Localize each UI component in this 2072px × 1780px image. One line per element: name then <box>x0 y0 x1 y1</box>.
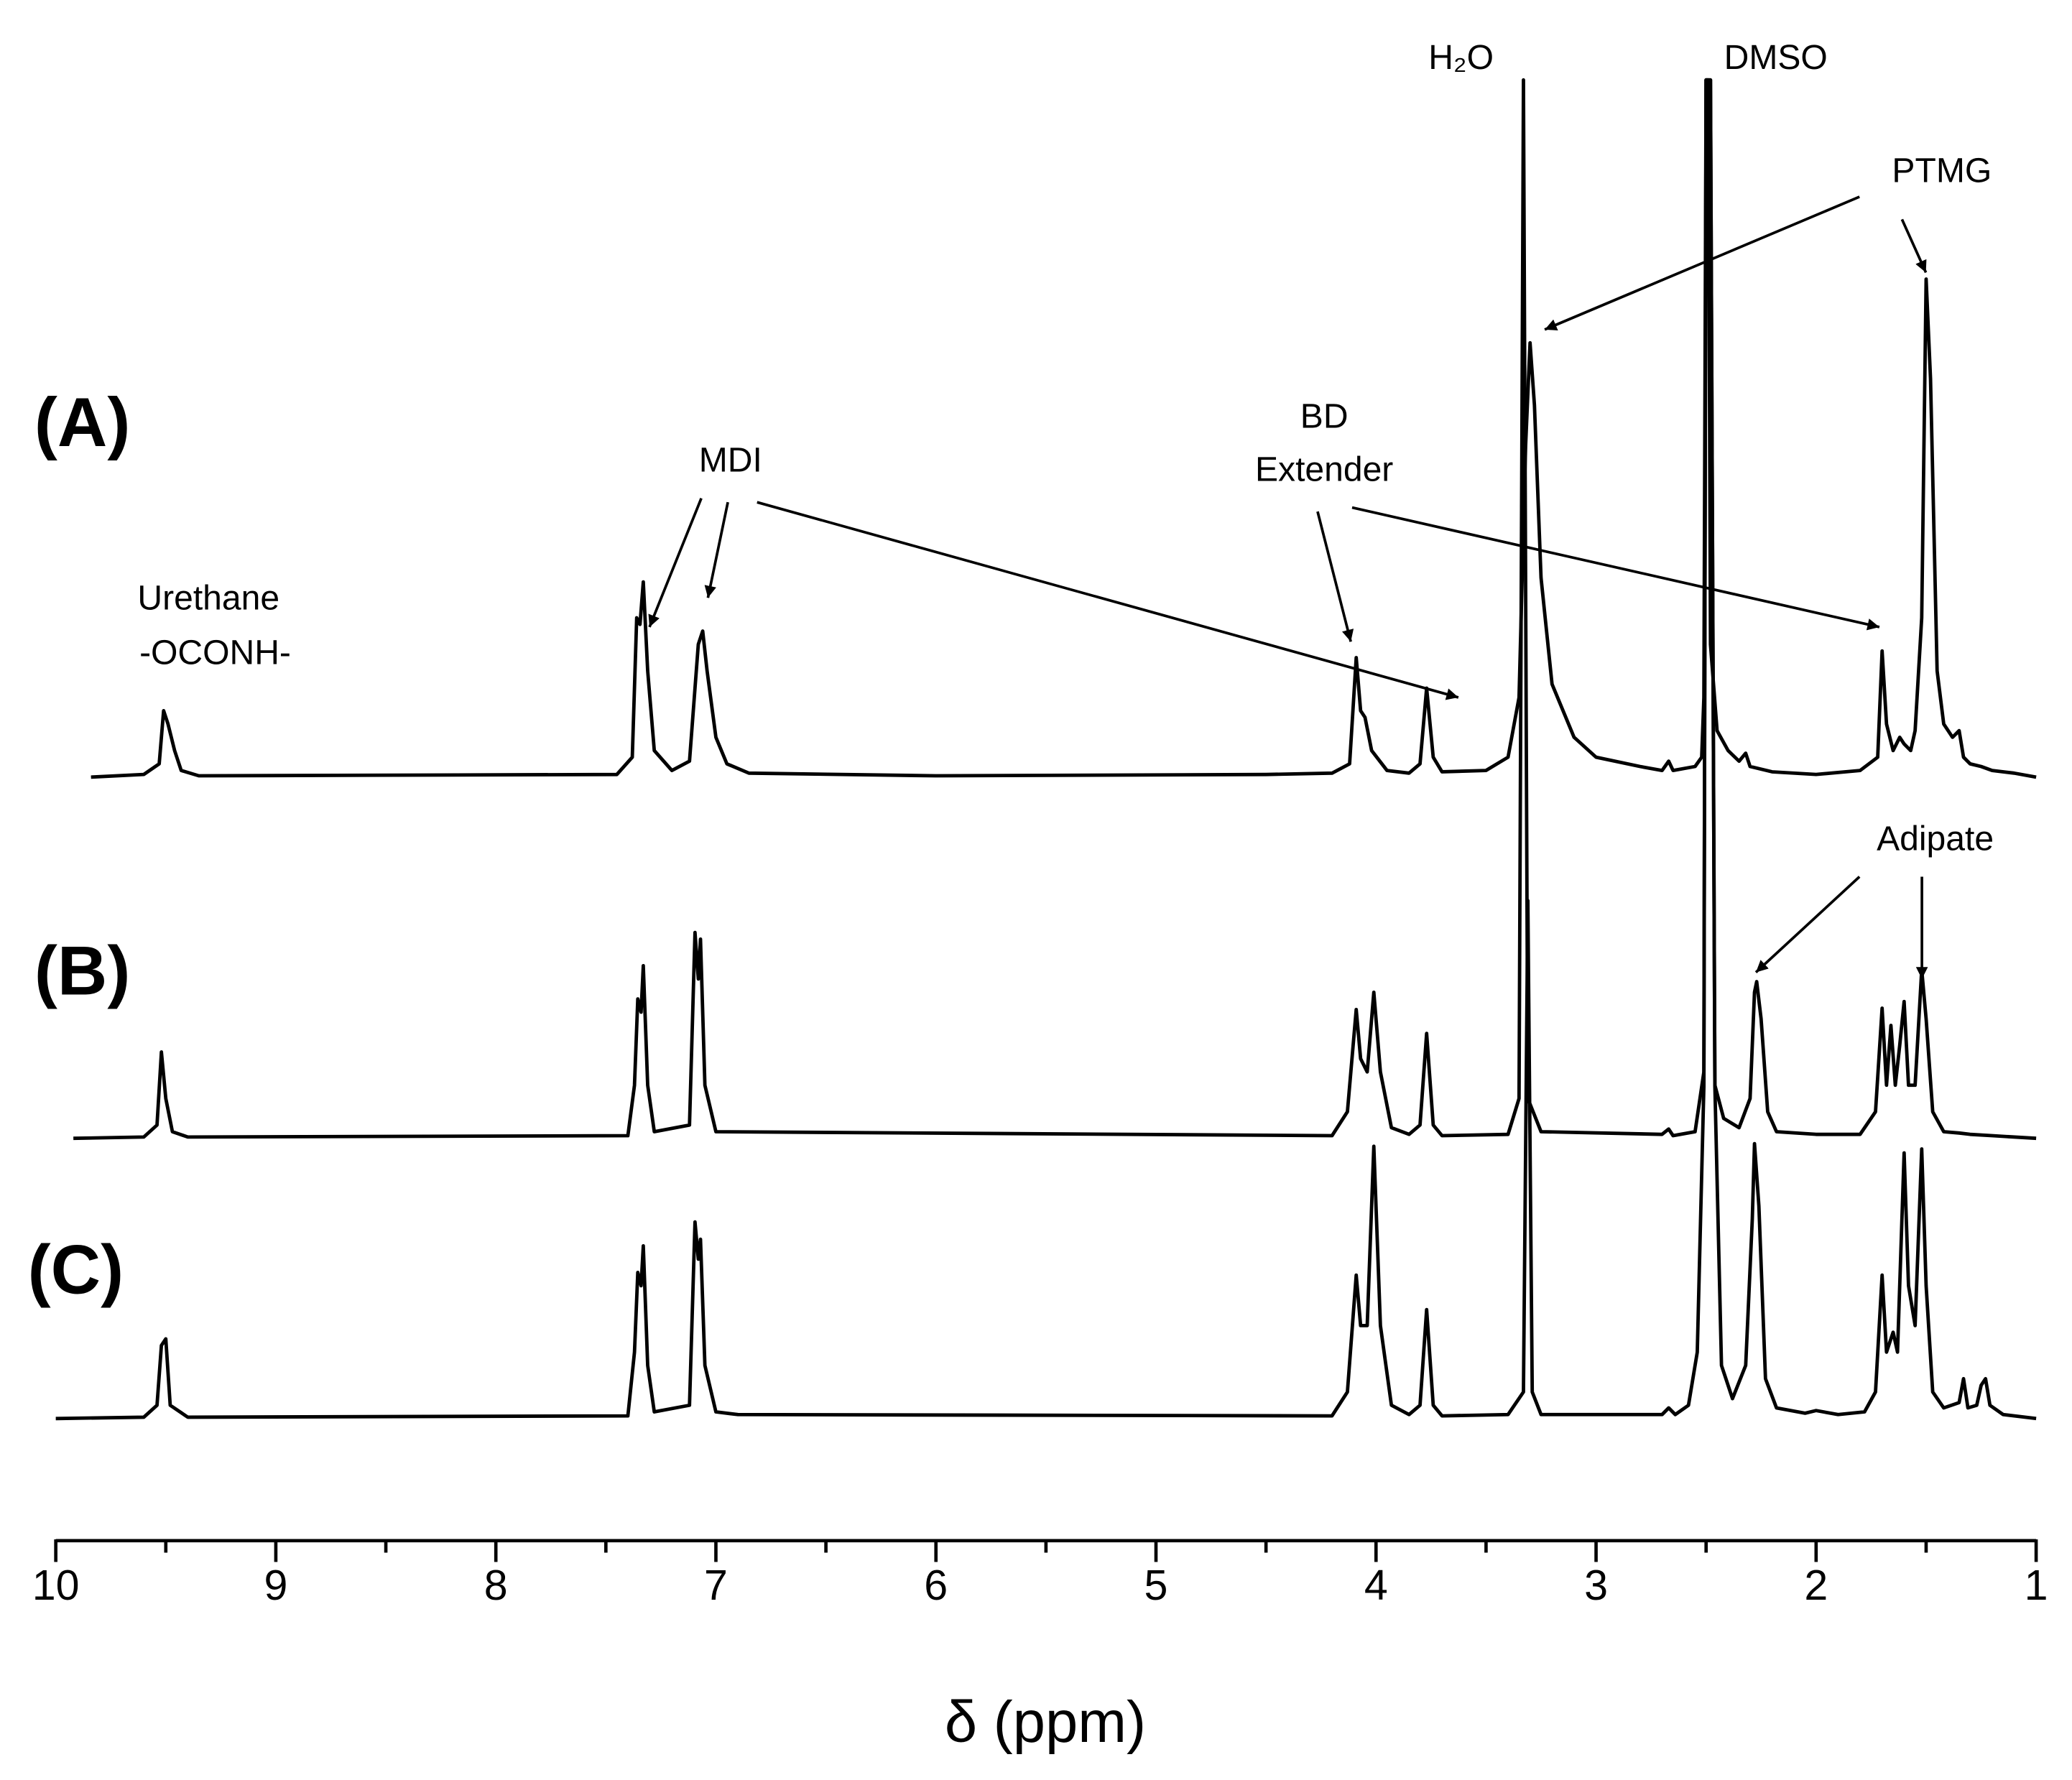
series-label: (C) <box>28 1232 124 1309</box>
annotation-arrow <box>1351 506 1880 631</box>
spectrum-line <box>91 78 2037 779</box>
x-tick-label: 2 <box>1804 1561 1828 1609</box>
x-tick-label: 4 <box>1364 1561 1388 1609</box>
annotation-arrow <box>648 497 703 628</box>
annotation: Extender <box>1255 450 1393 488</box>
annotation: PTMG <box>1892 151 1992 190</box>
annotation: Urethane <box>137 579 279 618</box>
x-tick-label: 10 <box>32 1561 80 1609</box>
annotation-arrow <box>1544 195 1860 331</box>
x-tick-label: 7 <box>704 1561 728 1609</box>
series-label: (B) <box>34 933 130 1010</box>
annotation-arrow <box>1900 218 1928 274</box>
annotation: Adipate <box>1877 819 1994 858</box>
x-tick-label: 8 <box>484 1561 508 1609</box>
annotation-arrow <box>1754 876 1861 973</box>
annotation: -OCONH- <box>139 633 291 672</box>
x-tick-label: 9 <box>264 1561 287 1609</box>
x-axis-title: δ (ppm) <box>945 1689 1146 1755</box>
x-tick-label: 6 <box>924 1561 948 1609</box>
x-tick-label: 5 <box>1144 1561 1168 1609</box>
x-tick-label: 3 <box>1584 1561 1608 1609</box>
annotation-arrow <box>1316 511 1354 642</box>
annotation-arrow <box>757 501 1459 700</box>
series-label: (A) <box>34 384 130 461</box>
spectrum-line <box>73 78 2037 1141</box>
annotation-arrow <box>704 501 729 598</box>
spectrum-line <box>55 78 2037 1421</box>
annotation: DMSO <box>1724 38 1828 77</box>
annotation: H₂O <box>1428 38 1494 77</box>
annotation: MDI <box>699 440 762 479</box>
x-tick-label: 1 <box>2025 1561 2048 1609</box>
annotation: BD <box>1300 397 1349 435</box>
